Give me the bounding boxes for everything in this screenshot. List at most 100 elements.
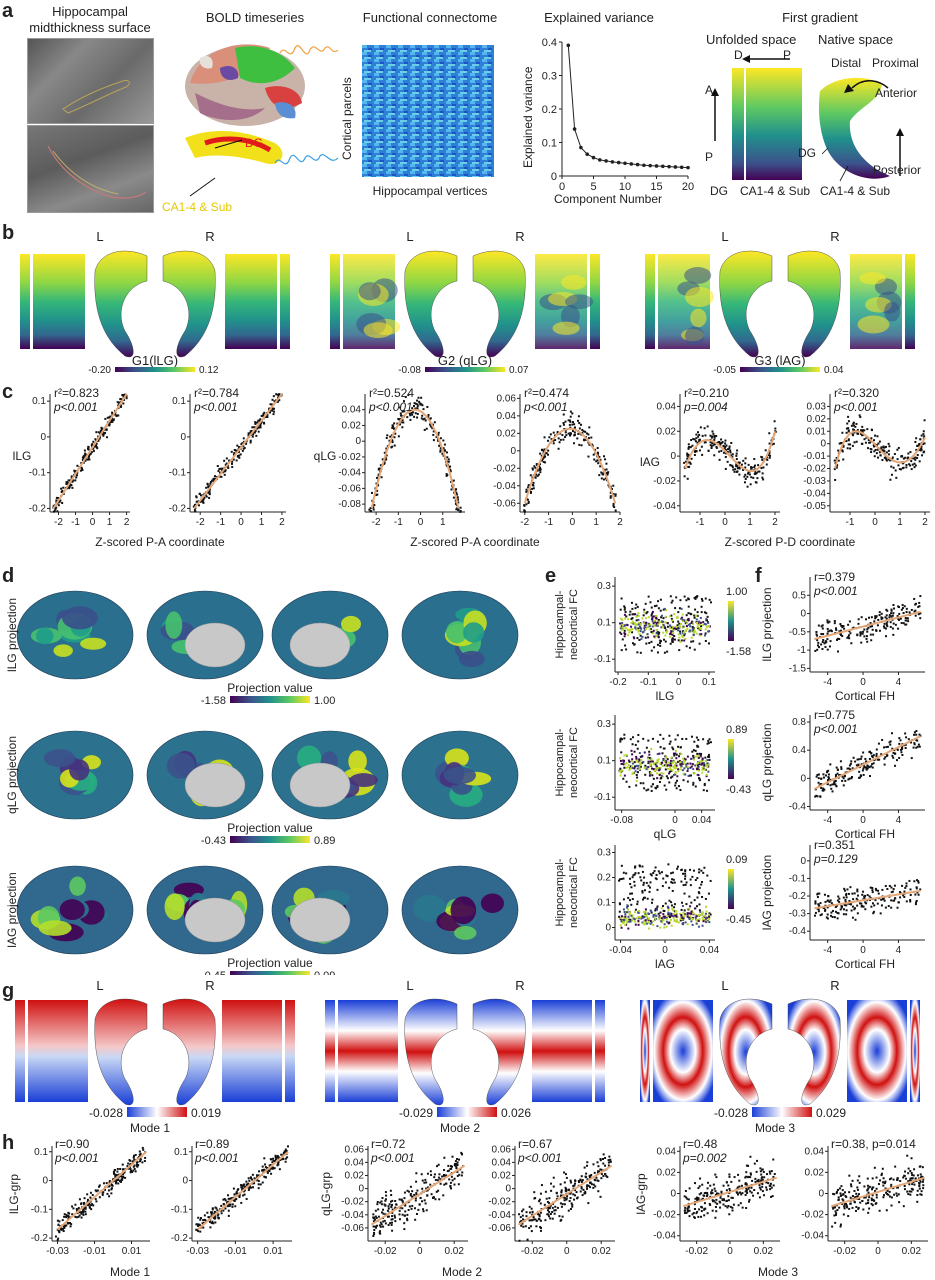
data-point bbox=[277, 395, 280, 398]
data-point bbox=[919, 617, 922, 620]
data-point bbox=[700, 869, 703, 872]
data-point bbox=[602, 473, 605, 476]
data-point bbox=[457, 1183, 460, 1186]
data-point bbox=[80, 1211, 83, 1214]
data-point bbox=[253, 1177, 256, 1180]
hemisphere-left-label: L bbox=[96, 980, 103, 993]
data-point bbox=[890, 608, 893, 611]
data-point bbox=[62, 1224, 65, 1227]
data-point bbox=[871, 755, 874, 758]
parcel-patch bbox=[166, 752, 196, 779]
data-point bbox=[576, 437, 579, 440]
data-point bbox=[455, 491, 458, 494]
fc-point bbox=[629, 630, 632, 633]
fc-point bbox=[695, 922, 698, 925]
data-point bbox=[378, 1224, 381, 1227]
data-point bbox=[920, 448, 923, 451]
data-point bbox=[891, 456, 894, 459]
data-point bbox=[629, 765, 632, 768]
data-point bbox=[821, 624, 824, 627]
data-point bbox=[243, 1193, 246, 1196]
data-point bbox=[433, 1176, 436, 1179]
data-point bbox=[820, 625, 823, 628]
fc-point bbox=[669, 759, 672, 762]
data-point bbox=[919, 888, 922, 891]
data-point bbox=[394, 1220, 397, 1223]
data-point bbox=[688, 916, 691, 919]
data-point bbox=[707, 739, 710, 742]
data-point bbox=[217, 470, 220, 473]
fc-point bbox=[706, 920, 709, 923]
data-point bbox=[850, 776, 853, 779]
data-point bbox=[533, 465, 536, 468]
data-point bbox=[888, 616, 891, 619]
data-point bbox=[876, 624, 879, 627]
fc-point bbox=[646, 626, 649, 629]
colorbar-title: G3 (lAG) bbox=[754, 353, 805, 368]
fc-point bbox=[660, 614, 663, 617]
y-tick-label: 0.04 bbox=[497, 411, 517, 422]
data-point bbox=[257, 419, 260, 422]
fc-point bbox=[669, 633, 672, 636]
data-point bbox=[238, 446, 241, 449]
data-point bbox=[871, 756, 874, 759]
hemisphere-left-label: L bbox=[406, 229, 413, 244]
data-point bbox=[119, 405, 122, 408]
fc-point bbox=[696, 623, 699, 626]
data-point bbox=[700, 605, 703, 608]
data-point bbox=[761, 476, 764, 479]
data-point bbox=[119, 404, 122, 407]
data-point bbox=[702, 789, 705, 792]
data-point bbox=[604, 1173, 607, 1176]
data-point bbox=[553, 1209, 556, 1212]
data-point bbox=[228, 459, 231, 462]
data-point bbox=[238, 456, 241, 459]
fc-point bbox=[664, 634, 667, 637]
unfolded-space-label: Unfolded space bbox=[706, 32, 797, 47]
data-point bbox=[896, 448, 899, 451]
fc-point bbox=[655, 632, 658, 635]
e-cb-min: -0.43 bbox=[726, 784, 751, 796]
data-point bbox=[71, 486, 74, 489]
x-tick-label: -0.01 bbox=[224, 1246, 247, 1257]
data-point bbox=[561, 1215, 564, 1218]
data-point bbox=[915, 746, 918, 749]
left-dg-strip bbox=[15, 1000, 25, 1102]
data-point bbox=[883, 899, 886, 902]
data-point bbox=[671, 620, 674, 623]
data-point bbox=[422, 418, 425, 421]
data-point bbox=[744, 473, 747, 476]
data-point bbox=[429, 1183, 432, 1186]
data-point bbox=[376, 1203, 379, 1206]
data-point bbox=[892, 888, 895, 891]
data-point bbox=[632, 874, 635, 877]
data-point bbox=[630, 886, 633, 889]
posterior-label: Posterior bbox=[873, 163, 922, 177]
x-tick-label: -1 bbox=[696, 517, 705, 528]
data-point bbox=[687, 612, 690, 615]
data-point bbox=[548, 1197, 551, 1200]
data-point bbox=[456, 1161, 459, 1164]
data-point bbox=[673, 906, 676, 909]
data-point bbox=[849, 768, 852, 771]
data-point bbox=[903, 890, 906, 893]
fc-point bbox=[656, 623, 659, 626]
unfolded-map bbox=[746, 68, 802, 180]
data-point bbox=[569, 1197, 572, 1200]
data-point bbox=[443, 1156, 446, 1159]
data-point bbox=[867, 626, 870, 629]
data-point bbox=[259, 418, 262, 421]
fc-point bbox=[658, 769, 661, 772]
data-point bbox=[123, 398, 126, 401]
fc-point bbox=[620, 626, 623, 629]
fc-point bbox=[690, 920, 693, 923]
data-point bbox=[689, 774, 692, 777]
data-point bbox=[520, 1224, 523, 1227]
mode-colorbar bbox=[752, 1107, 812, 1117]
data-point bbox=[729, 464, 732, 467]
data-point bbox=[840, 442, 843, 445]
data-point bbox=[735, 464, 738, 467]
data-point bbox=[397, 435, 400, 438]
y-tick-label: 0.06 bbox=[345, 1144, 365, 1155]
fc-point bbox=[656, 908, 659, 911]
